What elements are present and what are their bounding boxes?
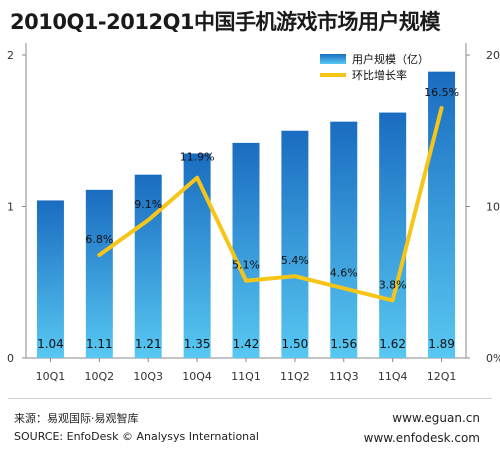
legend-label-bars: 用户规模（亿）	[352, 52, 429, 66]
growth-label: 6.8%	[85, 233, 113, 246]
x-tick-label: 11Q1	[231, 370, 261, 383]
bar-value-label: 1.21	[135, 337, 162, 351]
x-tick-label: 10Q2	[85, 370, 115, 383]
growth-label: 16.5%	[424, 86, 459, 99]
bar-11Q2	[281, 130, 309, 358]
growth-label: 4.6%	[330, 266, 358, 279]
bar-value-label: 1.35	[184, 337, 211, 351]
bar-value-label: 1.11	[86, 337, 113, 351]
bar-value-label: 1.50	[282, 337, 309, 351]
right-axis-tick-label: 20%	[486, 49, 500, 62]
bar-11Q1	[232, 142, 260, 358]
growth-point-11Q4	[391, 298, 395, 302]
bar-11Q3	[330, 121, 358, 358]
chart-title: 2010Q1-2012Q1中国手机游戏市场用户规模	[10, 10, 441, 34]
growth-point-10Q3	[146, 218, 150, 222]
x-tick-label: 12Q1	[427, 370, 457, 383]
source-en: SOURCE: EnfoDesk © Analysys Internationa…	[14, 430, 259, 443]
growth-label: 3.8%	[379, 278, 407, 291]
x-tick-label: 10Q4	[182, 370, 212, 383]
growth-point-11Q2	[293, 274, 297, 278]
bar-value-label: 1.89	[428, 337, 455, 351]
growth-point-12Q1	[440, 106, 444, 110]
bar-value-label: 1.56	[330, 337, 357, 351]
right-axis-tick-label: 10%	[486, 201, 500, 214]
source-cn: 来源：易观国际·易观智库	[14, 412, 139, 425]
footer-divider	[8, 398, 492, 399]
bar-value-label: 1.04	[37, 337, 64, 351]
right-axis-tick-label: 0%	[486, 352, 500, 365]
website-eguan: www.eguan.cn	[392, 411, 480, 425]
legend-swatch-bars	[320, 54, 346, 64]
growth-label: 5.1%	[232, 259, 260, 272]
bar-11Q4	[379, 112, 407, 358]
growth-label: 11.9%	[180, 151, 215, 164]
bar-value-label: 1.62	[379, 337, 406, 351]
growth-label: 5.4%	[281, 254, 309, 267]
bar-value-label: 1.42	[233, 337, 260, 351]
legend-label-line: 环比增长率	[352, 68, 407, 82]
left-axis-tick-label: 0	[7, 352, 14, 365]
growth-point-10Q2	[97, 253, 101, 257]
growth-label: 9.1%	[134, 198, 162, 211]
x-tick-label: 11Q4	[378, 370, 408, 383]
left-axis-tick-label: 1	[7, 201, 14, 214]
growth-point-10Q4	[195, 176, 199, 180]
bar-12Q1	[428, 71, 456, 358]
bar-10Q1	[36, 200, 64, 358]
left-axis-tick-label: 2	[7, 49, 14, 62]
bar-10Q3	[134, 174, 162, 358]
x-tick-label: 10Q3	[133, 370, 163, 383]
growth-point-11Q1	[244, 279, 248, 283]
x-tick-label: 11Q2	[280, 370, 310, 383]
bar-10Q2	[85, 189, 113, 358]
growth-point-11Q3	[342, 286, 346, 290]
website-enfodesk: www.enfodesk.com	[363, 431, 480, 445]
x-tick-label: 11Q3	[329, 370, 359, 383]
x-tick-label: 10Q1	[36, 370, 66, 383]
growth-rate-line	[97, 106, 444, 303]
